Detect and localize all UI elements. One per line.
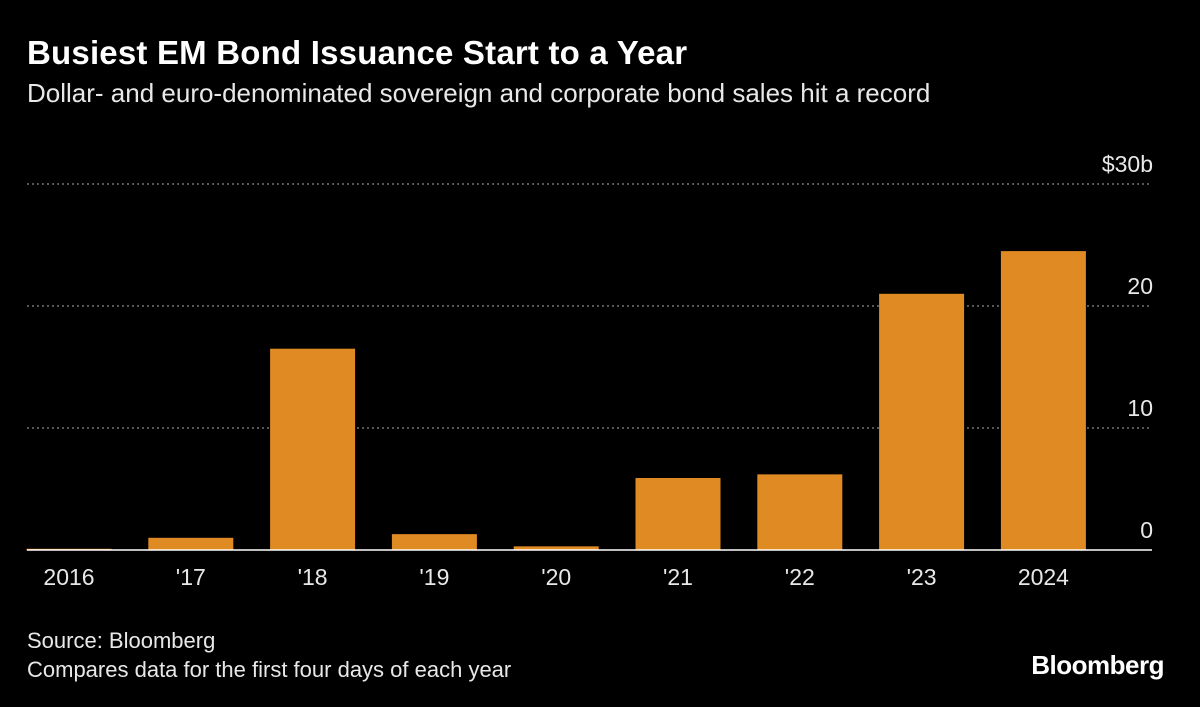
- x-tick-label: '21: [663, 564, 693, 590]
- x-tick-label: '22: [785, 564, 815, 590]
- bar: [1000, 251, 1086, 550]
- bar: [148, 537, 234, 550]
- footnote: Compares data for the first four days of…: [27, 657, 512, 682]
- y-tick-label: 10: [1127, 395, 1153, 421]
- bar: [270, 348, 356, 550]
- chart-subtitle: Dollar- and euro-denominated sovereign a…: [27, 78, 931, 108]
- bar: [513, 546, 599, 550]
- x-tick-label: 2024: [1018, 564, 1069, 590]
- y-tick-label: $30b: [1102, 151, 1153, 177]
- gridlines: [27, 183, 1152, 429]
- source-note: Source: Bloomberg: [27, 628, 216, 653]
- bar: [757, 474, 843, 550]
- y-tick-label: 20: [1127, 273, 1153, 299]
- chart-title: Busiest EM Bond Issuance Start to a Year: [27, 34, 688, 71]
- bar: [879, 293, 965, 550]
- x-tick-labels: 2016 '17 '18 '19 '20 '21 '22 '23 2024: [43, 564, 1069, 590]
- x-tick-label: '20: [541, 564, 571, 590]
- bloomberg-logo: Bloomberg: [1031, 650, 1164, 680]
- y-tick-label: 0: [1140, 517, 1153, 543]
- x-tick-label: 2016: [43, 564, 94, 590]
- y-tick-labels: 0 10 20 $30b: [1102, 151, 1153, 543]
- x-tick-label: '19: [419, 564, 449, 590]
- x-tick-label: '18: [298, 564, 328, 590]
- bar: [391, 534, 477, 550]
- bars: [26, 251, 1086, 551]
- bar: [635, 478, 721, 550]
- x-tick-label: '17: [176, 564, 206, 590]
- x-tick-label: '23: [907, 564, 937, 590]
